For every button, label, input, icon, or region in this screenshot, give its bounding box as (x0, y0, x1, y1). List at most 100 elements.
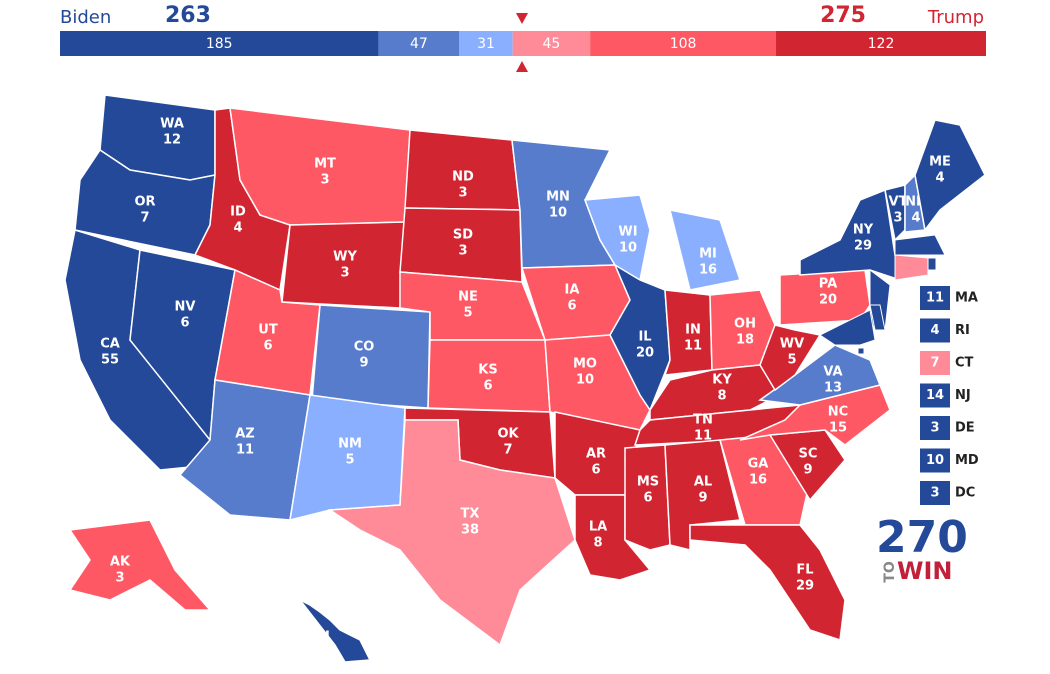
side-box (920, 286, 950, 310)
bar-segment (378, 31, 460, 56)
state-votes: 11 (694, 429, 712, 444)
side-box (920, 481, 950, 505)
candidate-name: Trump (927, 7, 984, 28)
state-abbr: MN (546, 190, 570, 205)
state-votes: 14 (926, 388, 944, 403)
candidate-name: Biden (60, 7, 111, 28)
state-votes: 6 (567, 299, 576, 314)
state-shape (894, 234, 946, 256)
state-abbr: ME (929, 155, 951, 170)
state-abbr: CO (354, 340, 375, 355)
state-shape (894, 254, 929, 281)
state-abbr: WY (333, 250, 357, 265)
state-abbr: HI (314, 630, 330, 645)
state-votes: 38 (461, 523, 479, 538)
state-votes: 10 (926, 453, 944, 468)
state-votes: 3 (340, 266, 349, 281)
state-votes: 3 (930, 421, 939, 436)
state-votes: 10 (619, 241, 637, 256)
state-abbr: SC (799, 447, 818, 462)
state-votes: 4 (930, 323, 939, 338)
state-votes: 16 (699, 263, 717, 278)
state-abbr: MT (314, 157, 336, 172)
state-abbr: AR (586, 447, 606, 462)
state-shape (668, 209, 741, 291)
state-abbr: OH (734, 317, 756, 332)
state-votes: 6 (263, 339, 272, 354)
state-abbr: KS (478, 363, 497, 378)
state-abbr: NY (853, 223, 874, 238)
state-votes: 20 (819, 293, 837, 308)
segment-label: 47 (410, 36, 428, 52)
side-box (920, 383, 950, 408)
marker (516, 61, 528, 72)
state-votes: 6 (483, 379, 492, 394)
state-votes: 11 (926, 291, 944, 306)
side-box (920, 448, 950, 473)
state-abbr: IN (685, 323, 701, 338)
state-abbr: ND (452, 170, 474, 185)
state-votes: 7 (503, 443, 512, 458)
state-abbr: AZ (235, 427, 255, 442)
state-votes: 3 (458, 186, 467, 201)
bar-segment (590, 31, 777, 56)
segment-label: 45 (542, 36, 560, 52)
state-votes: 4 (317, 646, 326, 661)
state-votes: 10 (576, 373, 594, 388)
side-box (920, 318, 950, 343)
state-abbr: OK (497, 427, 519, 442)
state-abbr: NV (175, 300, 196, 315)
state-votes: 5 (345, 453, 354, 468)
state-abbr: GA (748, 457, 769, 472)
state-votes: 9 (698, 491, 707, 506)
state-abbr: PA (819, 277, 837, 292)
bar-segment (512, 31, 591, 56)
state-abbr: MO (573, 357, 597, 372)
state-votes: 9 (803, 463, 812, 478)
state-votes: 6 (180, 316, 189, 331)
candidate-total: 263 (165, 3, 211, 28)
side-box (920, 416, 950, 440)
state-abbr: NC (828, 405, 848, 420)
bar-segment (60, 31, 379, 56)
logo-win: WIN (897, 557, 953, 585)
state-votes: 5 (787, 353, 796, 368)
state-votes: 18 (736, 333, 754, 348)
state-votes: 6 (643, 491, 652, 506)
state-abbr: TN (693, 413, 713, 428)
state-abbr: RI (955, 323, 970, 338)
state-votes: 7 (930, 356, 939, 371)
state-shape (311, 304, 431, 409)
state-abbr: UT (258, 323, 278, 338)
state-shape (857, 347, 865, 355)
state-votes: 29 (854, 239, 872, 254)
state-abbr: CT (955, 356, 974, 371)
state-abbr: NE (458, 290, 478, 305)
state-shape (689, 524, 846, 642)
state-shape (819, 309, 876, 346)
state-votes: 11 (684, 339, 702, 354)
state-abbr: NJ (955, 388, 971, 403)
side-box (920, 351, 950, 375)
state-votes: 55 (101, 353, 119, 368)
state-votes: 15 (829, 421, 847, 436)
state-abbr: MI (699, 247, 717, 262)
state-shape (327, 419, 576, 647)
state-votes: 16 (749, 473, 767, 488)
state-abbr: CA (100, 337, 120, 352)
state-abbr: IA (565, 283, 580, 298)
state-votes: 8 (593, 536, 602, 551)
logo-number: 270 (876, 512, 968, 563)
state-abbr: AL (694, 475, 712, 490)
bar-segment (459, 31, 513, 56)
state-abbr: MS (637, 475, 659, 490)
state-shape (927, 257, 937, 271)
logo-to: TO (882, 561, 898, 583)
bar-segment (776, 31, 986, 56)
marker (516, 13, 528, 24)
state-abbr: MA (955, 291, 978, 306)
segment-label: 122 (868, 36, 895, 52)
state-shape (299, 599, 372, 663)
state-abbr: FL (796, 563, 813, 578)
